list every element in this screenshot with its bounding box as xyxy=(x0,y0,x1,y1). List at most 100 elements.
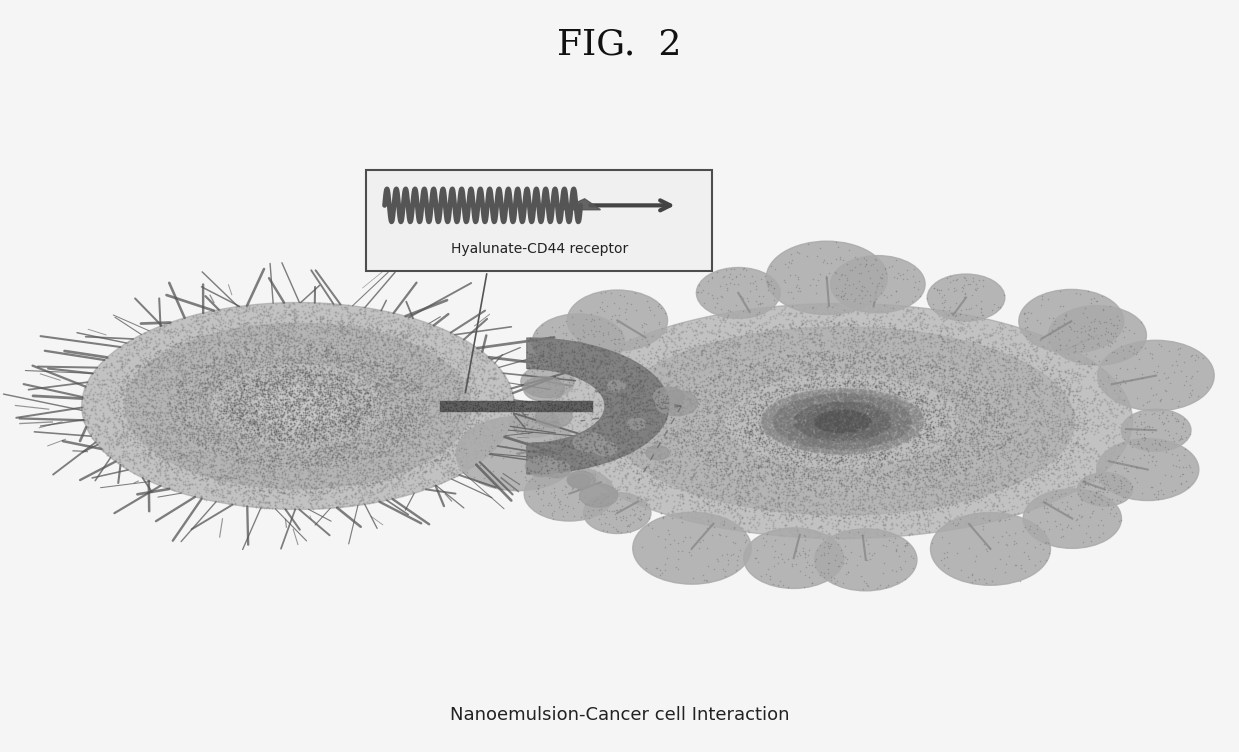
Point xyxy=(337,496,357,508)
Point xyxy=(266,501,286,513)
Point xyxy=(826,457,846,469)
Point xyxy=(886,543,906,555)
Point xyxy=(275,329,295,341)
Point xyxy=(794,454,814,466)
Point xyxy=(192,429,212,441)
Point xyxy=(715,506,735,518)
Point xyxy=(274,427,294,439)
Point xyxy=(264,474,284,486)
Point xyxy=(875,403,895,415)
Point xyxy=(366,323,385,335)
Point xyxy=(676,360,696,372)
Point xyxy=(978,476,997,488)
Point xyxy=(794,405,814,417)
Point xyxy=(252,356,271,368)
Point xyxy=(878,405,898,417)
Point xyxy=(258,344,278,356)
Point xyxy=(171,451,191,463)
Point xyxy=(457,462,477,474)
Point xyxy=(161,393,181,405)
Point xyxy=(622,370,642,382)
Point xyxy=(171,429,191,441)
Point xyxy=(933,419,953,431)
Point xyxy=(855,414,875,426)
Point xyxy=(821,424,841,436)
Point xyxy=(851,432,871,444)
Point xyxy=(627,450,647,462)
Point xyxy=(804,431,824,443)
Point xyxy=(815,313,835,325)
Point xyxy=(841,389,861,401)
Point xyxy=(347,449,367,461)
Point xyxy=(278,348,297,360)
Point xyxy=(772,407,792,419)
Point xyxy=(803,402,823,414)
Point xyxy=(590,373,610,385)
Point xyxy=(740,324,760,336)
Point xyxy=(208,358,228,370)
Point xyxy=(854,393,873,405)
Point xyxy=(1012,411,1032,423)
Point xyxy=(196,366,216,378)
Point xyxy=(463,412,483,424)
Point xyxy=(833,452,852,464)
Point xyxy=(949,394,969,406)
Point xyxy=(829,420,849,432)
Point xyxy=(800,428,820,440)
Point xyxy=(539,442,559,454)
Point xyxy=(886,405,906,417)
Point xyxy=(730,472,750,484)
Point xyxy=(524,465,544,478)
Point xyxy=(760,571,779,583)
Point xyxy=(245,500,265,512)
Point xyxy=(800,397,820,409)
Point xyxy=(886,565,906,577)
Point xyxy=(577,360,597,372)
Point xyxy=(892,399,912,411)
Point xyxy=(783,432,803,444)
Point xyxy=(812,505,831,517)
Point xyxy=(746,387,766,399)
Point xyxy=(793,430,813,442)
Point xyxy=(844,400,864,412)
Point xyxy=(341,388,361,400)
Point xyxy=(807,431,826,443)
Point xyxy=(380,373,400,385)
Point xyxy=(755,317,774,329)
Point xyxy=(195,377,214,389)
Point xyxy=(852,425,872,437)
Point xyxy=(266,409,286,421)
Point xyxy=(404,411,424,423)
Point xyxy=(872,359,892,371)
Point xyxy=(616,376,636,388)
Point xyxy=(180,461,199,473)
Point xyxy=(766,361,786,373)
Point xyxy=(788,393,808,405)
Point xyxy=(873,399,893,411)
Point xyxy=(479,353,499,365)
Point xyxy=(800,440,820,452)
Point xyxy=(223,377,243,389)
Point xyxy=(261,341,281,353)
Point xyxy=(814,402,834,414)
Point xyxy=(968,450,987,462)
Point xyxy=(840,408,860,420)
Point xyxy=(307,432,327,444)
Point xyxy=(449,432,468,444)
Point xyxy=(185,472,204,484)
Point xyxy=(611,432,631,444)
Point xyxy=(838,420,857,432)
Point xyxy=(620,518,639,530)
Point xyxy=(821,399,841,411)
Point xyxy=(225,363,245,375)
Point xyxy=(836,411,856,423)
Point xyxy=(1054,374,1074,386)
Point xyxy=(843,402,862,414)
Point xyxy=(584,369,603,381)
Point xyxy=(829,411,849,423)
Point xyxy=(310,459,330,472)
Point xyxy=(893,407,913,419)
Point xyxy=(626,417,646,429)
Point xyxy=(861,411,881,423)
Point xyxy=(219,427,239,439)
